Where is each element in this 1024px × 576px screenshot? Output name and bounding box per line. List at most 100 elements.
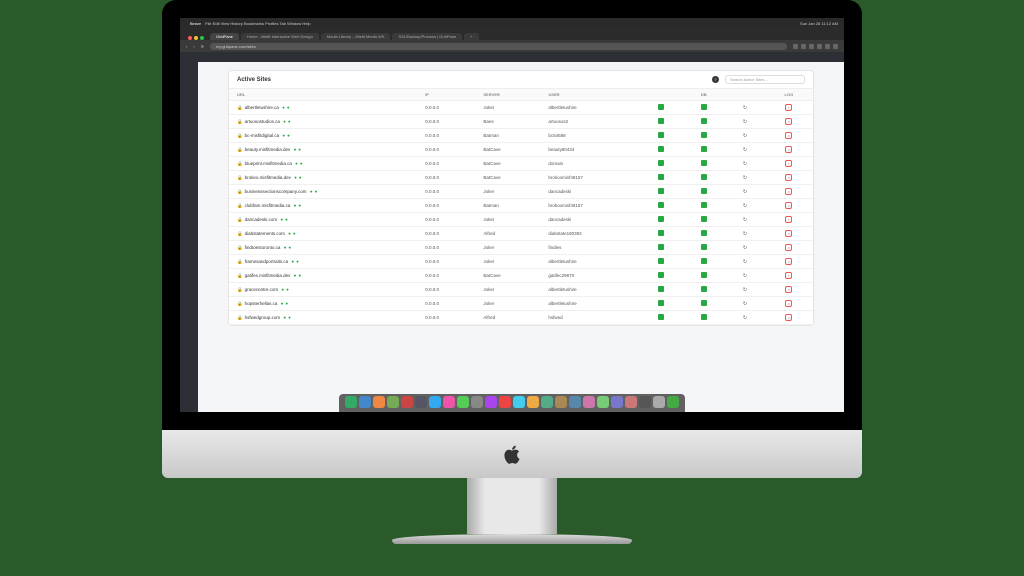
site-url[interactable]: 🔒hopsterhellas.ca ●●: [229, 297, 417, 311]
refresh-icon[interactable]: ↻: [743, 273, 747, 279]
delete-button[interactable]: ×: [785, 286, 792, 293]
site-user[interactable]: bc54588: [540, 129, 639, 143]
dock-app-icon[interactable]: [527, 396, 539, 408]
refresh-icon[interactable]: ↻: [743, 161, 747, 167]
column-header[interactable]: LOG: [765, 89, 813, 101]
site-url[interactable]: 🔒diabstatements.com ●●: [229, 227, 417, 241]
app-name[interactable]: Brave: [190, 21, 201, 26]
site-url[interactable]: 🔒businesssectionscompany.com ●●: [229, 185, 417, 199]
site-user[interactable]: gatifec29870: [540, 269, 639, 283]
db-icon[interactable]: [701, 160, 707, 166]
table-row[interactable]: 🔒brokeo.misfitmedia.dev ●● 0.0.0.0 BatCa…: [229, 171, 813, 185]
dock-app-icon[interactable]: [541, 396, 553, 408]
phpmyadmin-icon[interactable]: [658, 258, 664, 264]
dock-app-icon[interactable]: [471, 396, 483, 408]
site-server[interactable]: Joker: [475, 255, 540, 269]
forward-icon[interactable]: ›: [193, 44, 194, 49]
site-server[interactable]: Batman: [475, 129, 540, 143]
menu-item[interactable]: Tab: [280, 21, 288, 26]
refresh-icon[interactable]: ↻: [743, 175, 747, 181]
dock-app-icon[interactable]: [401, 396, 413, 408]
extension-icon[interactable]: [817, 44, 822, 49]
site-url[interactable]: 🔒clubfam.misfitmedia.ca ●●: [229, 199, 417, 213]
site-url[interactable]: 🔒artuosostudios.ca ●●: [229, 115, 417, 129]
site-url[interactable]: 🔒brokeo.misfitmedia.dev ●●: [229, 171, 417, 185]
dock-app-icon[interactable]: [443, 396, 455, 408]
db-icon[interactable]: [701, 104, 707, 110]
refresh-icon[interactable]: ↻: [743, 259, 747, 265]
table-row[interactable]: 🔒artuosostudios.ca ●● 0.0.0.0 Bane artuo…: [229, 115, 813, 129]
dock-app-icon[interactable]: [513, 396, 525, 408]
dock-app-icon[interactable]: [583, 396, 595, 408]
delete-button[interactable]: ×: [785, 118, 792, 125]
dock-app-icon[interactable]: [429, 396, 441, 408]
site-user[interactable]: albertletushire: [540, 255, 639, 269]
column-header[interactable]: [725, 89, 765, 101]
db-icon[interactable]: [701, 202, 707, 208]
table-row[interactable]: 🔒gracecentre.com ●● 0.0.0.0 Joker albert…: [229, 283, 813, 297]
site-user[interactable]: artuosos2: [540, 115, 639, 129]
column-header[interactable]: SERVER: [475, 89, 540, 101]
reload-icon[interactable]: ⟳: [201, 44, 204, 49]
site-server[interactable]: Joker: [475, 101, 540, 115]
browser-tab[interactable]: +: [464, 33, 478, 40]
table-row[interactable]: 🔒bc-misfitdigital.ca ●● 0.0.0.0 Batman b…: [229, 129, 813, 143]
db-icon[interactable]: [701, 132, 707, 138]
phpmyadmin-icon[interactable]: [658, 314, 664, 320]
db-icon[interactable]: [701, 314, 707, 320]
table-row[interactable]: 🔒findtoestoronto.ca ●● 0.0.0.0 Joker fin…: [229, 241, 813, 255]
site-url[interactable]: 🔒blueprint.misfitmedia.ca ●●: [229, 157, 417, 171]
column-header[interactable]: USER: [540, 89, 639, 101]
table-row[interactable]: 🔒blueprint.misfitmedia.ca ●● 0.0.0.0 Bat…: [229, 157, 813, 171]
dock-app-icon[interactable]: [569, 396, 581, 408]
phpmyadmin-icon[interactable]: [658, 244, 664, 250]
table-row[interactable]: 🔒beauty.misfitmedia.dev ●● 0.0.0.0 BatCa…: [229, 143, 813, 157]
delete-button[interactable]: ×: [785, 132, 792, 139]
phpmyadmin-icon[interactable]: [658, 300, 664, 306]
dock-app-icon[interactable]: [653, 396, 665, 408]
phpmyadmin-icon[interactable]: [658, 146, 664, 152]
dock-app-icon[interactable]: [345, 396, 357, 408]
site-url[interactable]: 🔒beauty.misfitmedia.dev ●●: [229, 143, 417, 157]
column-header[interactable]: URL: [229, 89, 417, 101]
dock-app-icon[interactable]: [611, 396, 623, 408]
column-header[interactable]: DB: [682, 89, 725, 101]
site-server[interactable]: Joker: [475, 297, 540, 311]
site-user[interactable]: dancadeski: [540, 213, 639, 227]
delete-button[interactable]: ×: [785, 188, 792, 195]
site-server[interactable]: Bane: [475, 115, 540, 129]
menu-item[interactable]: Bookmarks: [244, 21, 265, 26]
table-row[interactable]: 🔒diabstatements.com ●● 0.0.0.0 Alfred di…: [229, 227, 813, 241]
site-user[interactable]: albertletushire: [540, 297, 639, 311]
refresh-icon[interactable]: ↻: [743, 133, 747, 139]
site-server[interactable]: BatCave: [475, 157, 540, 171]
phpmyadmin-icon[interactable]: [658, 132, 664, 138]
site-server[interactable]: Alfred: [475, 311, 540, 325]
site-url[interactable]: 🔒dancadeski.com ●●: [229, 213, 417, 227]
db-icon[interactable]: [701, 146, 707, 152]
delete-button[interactable]: ×: [785, 202, 792, 209]
refresh-icon[interactable]: ↻: [743, 315, 747, 321]
site-user[interactable]: brokoomisf48157: [540, 199, 639, 213]
refresh-icon[interactable]: ↻: [743, 105, 747, 111]
refresh-icon[interactable]: ↻: [743, 203, 747, 209]
table-row[interactable]: 🔒albertletushire.ca ●● 0.0.0.0 Joker alb…: [229, 101, 813, 115]
delete-button[interactable]: ×: [785, 230, 792, 237]
dock-app-icon[interactable]: [625, 396, 637, 408]
site-server[interactable]: Alfred: [475, 227, 540, 241]
phpmyadmin-icon[interactable]: [658, 202, 664, 208]
site-url[interactable]: 🔒gracecentre.com ●●: [229, 283, 417, 297]
site-url[interactable]: 🔒bc-misfitdigital.ca ●●: [229, 129, 417, 143]
refresh-icon[interactable]: ↻: [743, 245, 747, 251]
delete-button[interactable]: ×: [785, 314, 792, 321]
site-user[interactable]: hsfwed: [540, 311, 639, 325]
menu-item[interactable]: Window: [287, 21, 302, 26]
extension-icon[interactable]: [833, 44, 838, 49]
table-row[interactable]: 🔒dancadeski.com ●● 0.0.0.0 Joker dancade…: [229, 213, 813, 227]
db-icon[interactable]: [701, 286, 707, 292]
table-row[interactable]: 🔒hopsterhellas.ca ●● 0.0.0.0 Joker alber…: [229, 297, 813, 311]
site-user[interactable]: brokoomisf48157: [540, 171, 639, 185]
dock-app-icon[interactable]: [373, 396, 385, 408]
db-icon[interactable]: [701, 244, 707, 250]
menu-item[interactable]: Profiles: [265, 21, 279, 26]
